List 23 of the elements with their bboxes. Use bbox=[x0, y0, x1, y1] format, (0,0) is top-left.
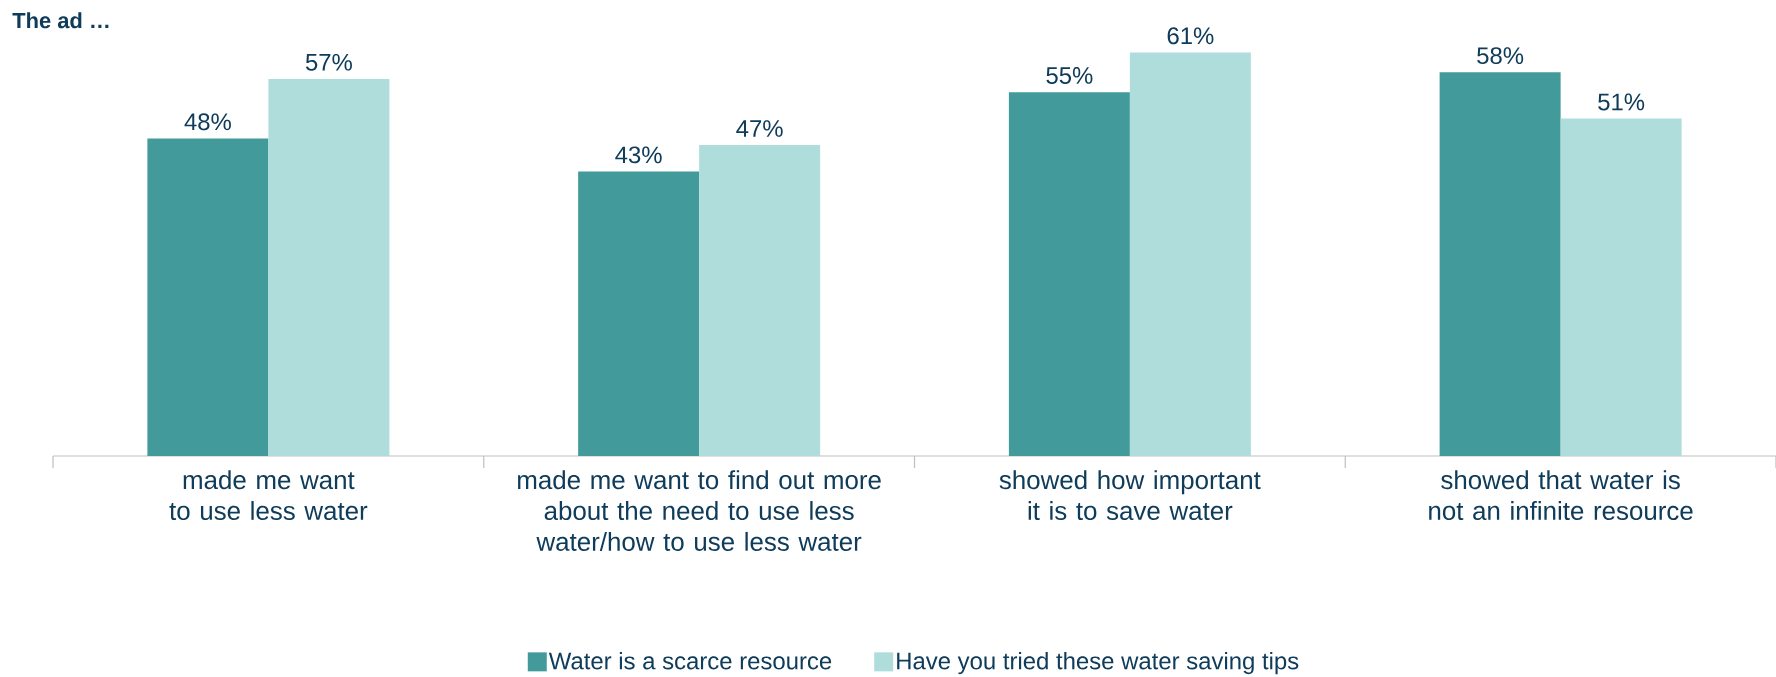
bar bbox=[1008, 92, 1130, 456]
data-label: 48% bbox=[184, 113, 231, 131]
bar bbox=[1129, 52, 1251, 456]
x-tick-label: made me want to use less water bbox=[169, 470, 368, 521]
bar bbox=[699, 145, 821, 456]
x-tick-label: showed how important it is to save water bbox=[999, 470, 1261, 521]
chart-title: The ad … bbox=[12, 12, 109, 29]
data-label: 47% bbox=[736, 120, 783, 137]
data-label: 55% bbox=[1046, 67, 1093, 84]
legend-label: Water is a scarce resource bbox=[548, 651, 832, 670]
bar bbox=[147, 138, 269, 456]
bar bbox=[268, 78, 390, 456]
legend-label: Have you tried these water saving tips bbox=[897, 651, 1299, 675]
bar bbox=[578, 171, 700, 456]
bar bbox=[1439, 72, 1561, 456]
data-label: 57% bbox=[305, 53, 352, 71]
data-label: 43% bbox=[615, 146, 662, 164]
data-label: 51% bbox=[1598, 93, 1645, 111]
x-tick-label: made me want to find out more about the need to use less water/how to use less water bbox=[518, 470, 881, 551]
bar bbox=[1560, 118, 1682, 456]
x-tick-label: showed that water is not an infinite resource bbox=[1429, 470, 1693, 521]
data-label: 61% bbox=[1167, 27, 1214, 45]
data-label: 58% bbox=[1477, 47, 1524, 65]
